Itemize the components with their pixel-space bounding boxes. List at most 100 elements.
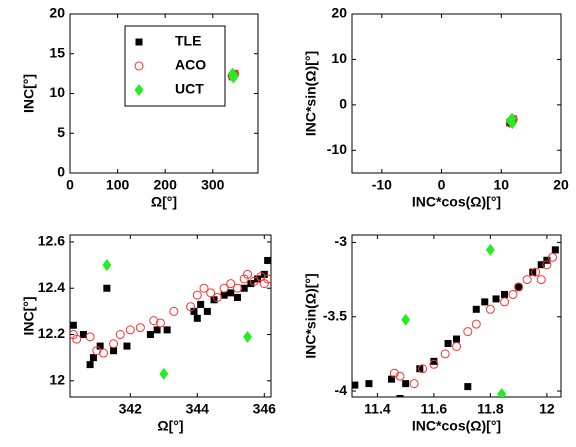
axes-frame [351, 234, 562, 398]
circle-marker [92, 346, 102, 356]
square-marker [79, 331, 87, 339]
x-tick-label: 11.6 [421, 401, 448, 417]
circle-marker [471, 319, 481, 329]
circle-marker [500, 297, 510, 307]
y-tick-label: -3 [335, 233, 348, 249]
circle-marker [134, 61, 144, 71]
square-marker [464, 383, 472, 391]
square-marker [190, 307, 198, 315]
circle-marker [418, 364, 428, 374]
square-marker [365, 380, 373, 388]
diamond-marker [497, 388, 507, 397]
x-tick-label: 20 [553, 177, 569, 193]
square-marker [70, 321, 77, 329]
circle-marker [402, 399, 410, 407]
x-tick-label: 0 [438, 177, 446, 193]
square-marker [89, 354, 97, 362]
axes-frame [69, 234, 272, 398]
square-marker [416, 365, 424, 373]
circle-marker [395, 371, 405, 381]
x-tick-label: 342 [119, 401, 143, 417]
y-tick-label: 12.6 [38, 233, 65, 249]
y-tick-label: 12.4 [38, 279, 65, 295]
diamond-marker [243, 330, 253, 343]
x-axis-label: INC*cos(Ω)[°] [412, 194, 501, 210]
x-tick-label: 200 [154, 177, 178, 193]
square-marker [444, 339, 452, 347]
y-tick-label: 20 [49, 5, 65, 21]
square-marker [453, 335, 460, 343]
square-marker [352, 381, 359, 389]
circle-marker [192, 290, 202, 300]
x-tick-label: 10 [493, 177, 509, 193]
circle-marker [440, 349, 450, 359]
square-marker [240, 284, 248, 292]
square-marker [396, 394, 404, 397]
square-marker [86, 361, 94, 369]
circle-marker [249, 276, 259, 286]
square-marker [430, 357, 438, 365]
panel: -10 0 10 20 -10 0 10 20 INC*cos(Ω)[°] INC*sin(Ω)[… [303, 5, 569, 210]
x-tick-label: 11.4 [364, 401, 391, 417]
circle-marker [109, 339, 119, 349]
square-marker [193, 314, 201, 322]
axes-frame [351, 13, 562, 174]
panel: 11.4 11.6 11.8 12 -4 -3.5 -3 INC*cos(Ω)[°] INC*s… [303, 233, 562, 434]
circle-marker [542, 260, 552, 270]
circle-marker [186, 302, 196, 312]
diamond-marker [102, 259, 112, 272]
square-marker [515, 283, 523, 291]
points [505, 112, 518, 130]
circle-marker [199, 283, 209, 293]
y-tick-label: 10 [331, 50, 347, 66]
square-marker [146, 331, 154, 339]
y-tick-label: 0 [339, 96, 347, 112]
square-marker [220, 291, 228, 299]
x-tick-label: 0 [66, 177, 74, 193]
circle-marker [72, 334, 82, 344]
square-marker [537, 261, 545, 269]
square-marker [264, 256, 271, 264]
square-marker [227, 289, 235, 297]
circle-marker [548, 252, 558, 262]
y-tick-label: 12.2 [38, 325, 65, 341]
square-marker [103, 284, 111, 292]
y-tick-label: 20 [331, 5, 347, 21]
x-tick-label: 11.8 [477, 401, 504, 417]
legend-label: TLE [175, 33, 201, 49]
circle-marker [70, 330, 78, 340]
circle-marker [149, 316, 159, 326]
square-marker [123, 342, 131, 350]
x-axis-label: Ω[°] [157, 418, 183, 434]
y-axis-label: INC*sin(Ω)[°] [303, 51, 319, 136]
diamond-marker [485, 243, 495, 256]
square-marker [492, 295, 500, 303]
square-marker [388, 375, 396, 383]
legend: TLE ACO UCT [124, 25, 226, 107]
circle-marker [155, 318, 165, 328]
circle-marker [243, 269, 253, 279]
square-marker [529, 268, 537, 276]
circle-marker [508, 289, 518, 299]
diamond-marker [229, 70, 239, 83]
y-tick-label: 5 [57, 124, 65, 140]
circle-marker [206, 288, 216, 298]
square-marker [405, 402, 412, 409]
x-tick-label: -10 [372, 177, 392, 193]
circle-marker [85, 332, 95, 342]
y-tick-label: 15 [49, 44, 65, 60]
circle-marker [226, 279, 236, 289]
circle-marker [99, 348, 108, 358]
panel: 0 100 200 300 0 5 10 15 20 Ω[°] INC[°] TLE ACO UCT [21, 5, 259, 210]
legend-label: ACO [175, 57, 206, 73]
circle-marker [115, 330, 125, 340]
diamond-marker [401, 313, 411, 326]
x-tick-label: 346 [253, 401, 277, 417]
square-marker [472, 305, 480, 313]
points [352, 243, 559, 409]
diamond-marker [159, 367, 169, 380]
square-marker [197, 300, 205, 308]
axes-frame [69, 13, 259, 174]
x-axis-label: Ω[°] [151, 194, 177, 210]
y-tick-label: -10 [327, 141, 347, 157]
